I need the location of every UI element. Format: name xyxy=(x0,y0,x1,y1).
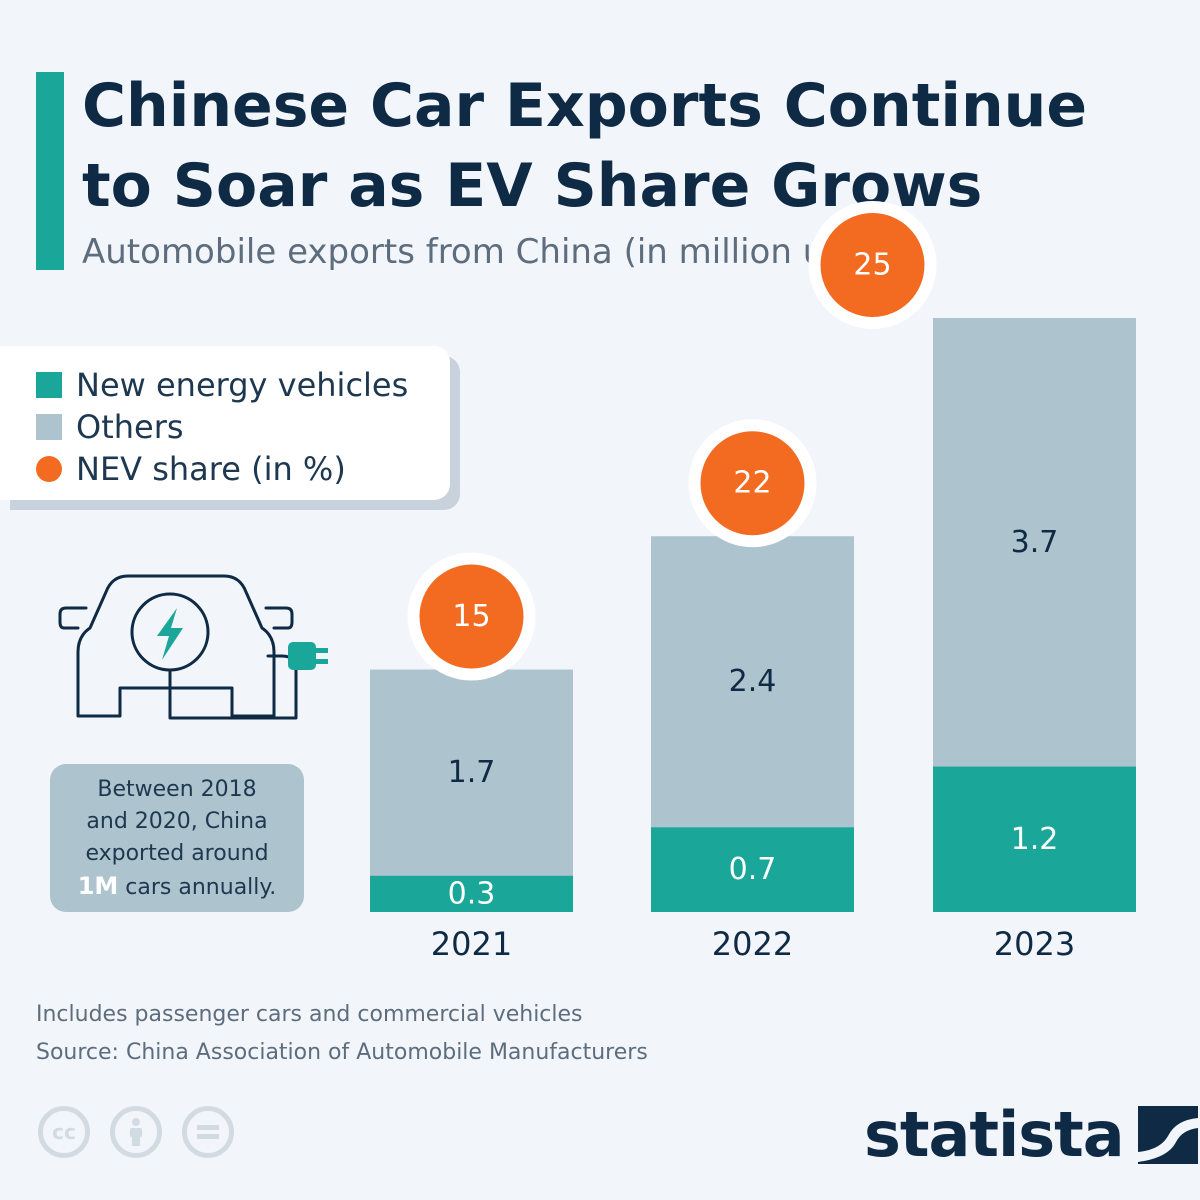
label-nev-2022: 0.7 xyxy=(729,852,777,887)
tick-label-2023: 2023 xyxy=(994,925,1075,963)
bar-others-2023 xyxy=(933,318,1136,767)
note-line-1: Between 2018 xyxy=(97,777,257,802)
footnote-includes: Includes passenger cars and commercial v… xyxy=(36,1002,583,1027)
share-bubble-2023 xyxy=(820,213,925,317)
tick-label-2021: 2021 xyxy=(431,925,512,963)
title-line-1: Chinese Car Exports Continue xyxy=(82,71,1088,141)
bar-nev-2022 xyxy=(651,827,854,912)
bar-nev-2023 xyxy=(933,766,1136,912)
legend-item-nev: New energy vehicles xyxy=(36,366,408,404)
note-highlight: 1M xyxy=(77,872,119,900)
label-nev-2023: 1.2 xyxy=(1011,822,1059,857)
person-glyph-icon xyxy=(130,1118,142,1146)
legend-label-nev: New energy vehicles xyxy=(76,366,409,404)
legend-item-share: NEV share (in %) xyxy=(36,450,346,488)
title-line-2: to Soar as EV Share Grows xyxy=(82,151,983,221)
bar-others-2022 xyxy=(651,536,854,828)
chart-legend: New energy vehicles Others NEV share (in… xyxy=(0,346,450,500)
electric-car-icon xyxy=(58,574,328,720)
label-others-2023: 3.7 xyxy=(1011,525,1059,560)
label-others-2022: 2.4 xyxy=(729,664,777,699)
no-derivatives-icon[interactable] xyxy=(182,1106,234,1158)
note-line-2: and 2020, China xyxy=(86,809,268,834)
legend-item-others: Others xyxy=(36,408,184,446)
bar-nev-2021 xyxy=(370,875,573,912)
equals-glyph-icon xyxy=(197,1125,219,1139)
statista-brand[interactable]: statista xyxy=(864,1100,1198,1170)
share-label-2023: 25 xyxy=(853,248,891,283)
share-label-2021: 15 xyxy=(452,599,490,634)
historical-note: Between 2018 and 2020, China exported ar… xyxy=(50,764,304,912)
legend-label-others: Others xyxy=(76,408,184,446)
attribution-icon[interactable] xyxy=(110,1106,162,1158)
creative-commons-icon[interactable]: cc xyxy=(38,1106,90,1158)
chart-subtitle: Automobile exports from China (in millio… xyxy=(82,232,900,272)
legend-swatch-others xyxy=(36,414,62,440)
share-bubble-2022 xyxy=(700,431,805,536)
legend-label-share: NEV share (in %) xyxy=(76,450,346,488)
legend-swatch-nev xyxy=(36,372,62,398)
note-line-4-rest: cars annually. xyxy=(118,875,277,900)
legend-dot-share xyxy=(36,456,62,482)
label-others-2021: 1.7 xyxy=(448,755,496,790)
share-label-2022: 22 xyxy=(733,466,771,501)
note-line-3: exported around xyxy=(85,841,269,866)
share-bubble-2021 xyxy=(419,564,524,669)
note-line-4: 1M cars annually. xyxy=(50,870,304,904)
title-accent-bar xyxy=(36,72,64,270)
brand-name: statista xyxy=(864,1098,1125,1171)
statista-logo-icon xyxy=(1137,1106,1198,1164)
bar-others-2021 xyxy=(370,669,573,876)
chart-title: Chinese Car Exports Continue to Soar as … xyxy=(82,66,1182,226)
tick-label-2022: 2022 xyxy=(712,925,793,963)
label-nev-2021: 0.3 xyxy=(448,876,496,911)
footnote-source: Source: China Association of Automobile … xyxy=(36,1040,648,1065)
